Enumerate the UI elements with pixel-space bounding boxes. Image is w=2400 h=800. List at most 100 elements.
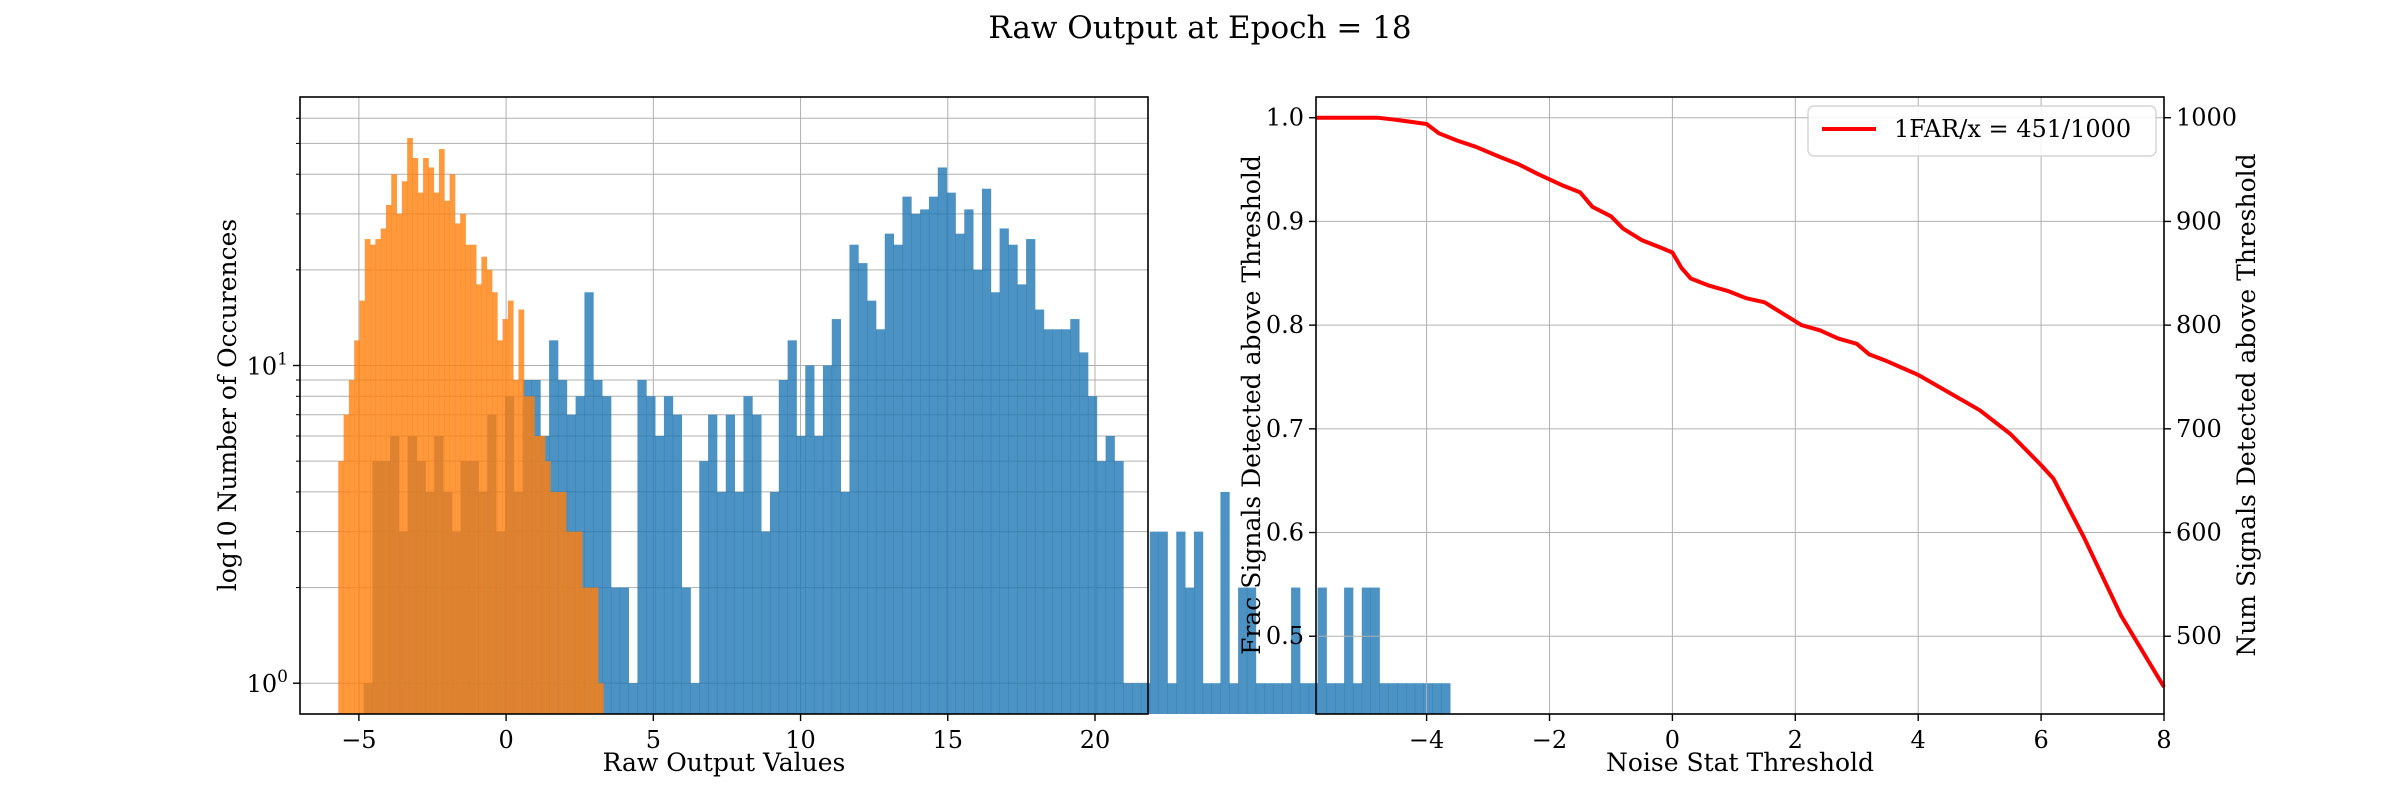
histogram-bar-orange (544, 461, 551, 714)
histogram-bar-blue (822, 365, 833, 714)
histogram-ytick-label: 101 (247, 349, 288, 380)
histogram-bar-blue (1291, 587, 1301, 714)
histogram-bar-orange (385, 205, 392, 714)
histogram-bar-blue (1202, 683, 1212, 714)
detection-xtick-label: 4 (1911, 726, 1926, 754)
histogram-bar-blue (1299, 683, 1310, 714)
histogram-bar-orange (359, 300, 366, 714)
histogram-bar-blue (1017, 284, 1027, 714)
histogram-bar-blue (867, 300, 877, 714)
detection-y-axis-label-left: Frac Signals Detected above Threshold (1237, 155, 1266, 655)
histogram-bar-blue (1370, 587, 1380, 714)
histogram-bar-blue (593, 380, 603, 714)
histogram-bar-orange (481, 256, 488, 714)
histogram-xtick-label: 15 (933, 726, 964, 754)
histogram-bar-blue (1061, 329, 1071, 714)
detection-ytick-label: 0.6 (1266, 519, 1304, 547)
detection-ytick-right-label: 700 (2176, 415, 2222, 443)
histogram-bar-orange (423, 157, 429, 714)
histogram-bar-blue (1167, 683, 1177, 714)
histogram-bar-blue (637, 380, 647, 714)
histogram-bar-orange (438, 149, 445, 715)
histogram-bar-orange (507, 300, 514, 714)
detection-curve-panel: −4 −2 0 2 4 6 8 0.5 0.6 0.7 0.8 0.9 1.0 500 600 700 800 9… (1237, 96, 2261, 777)
histogram-bar-blue (849, 244, 859, 714)
histogram-bar-orange (380, 228, 387, 715)
histogram-bar-orange (338, 461, 344, 714)
histogram-xtick-label: 5 (646, 726, 661, 754)
histogram-bar-blue (699, 461, 709, 714)
histogram-bar-blue (1211, 683, 1221, 714)
histogram-bar-blue (619, 587, 629, 714)
legend-box (1807, 105, 2157, 157)
histogram-bar-orange (597, 683, 604, 714)
histogram-bar-blue (646, 396, 656, 714)
histogram-bar-orange (582, 587, 588, 714)
histogram-bar-blue (814, 435, 824, 714)
detection-ytick-label: 1.0 (1266, 104, 1304, 132)
histogram-bar-blue (1070, 319, 1080, 714)
histogram-bar-blue (1105, 435, 1115, 714)
detection-ytick-label: 0.8 (1266, 311, 1304, 339)
histogram-bar-orange (502, 319, 509, 714)
histogram-bar-blue (1087, 396, 1098, 714)
histogram-bar-orange (550, 491, 556, 714)
histogram-bar-blue (602, 396, 612, 714)
detection-gridlines (1316, 97, 2165, 714)
histogram-bar-orange (401, 181, 408, 714)
histogram-bar-blue (1255, 683, 1265, 714)
histogram-bar-orange (470, 244, 477, 714)
histogram-bar-blue (911, 213, 921, 715)
histogram-bar-blue (1317, 587, 1327, 714)
histogram-bar-orange (491, 292, 498, 714)
detection-curve-line (1316, 115, 2166, 689)
histogram-bar-blue (946, 192, 956, 714)
detection-ytick-right-label: 1000 (2176, 104, 2237, 132)
histogram-bar-orange (529, 396, 535, 714)
histogram-bar-blue (1352, 683, 1363, 714)
histogram-bar-blue (875, 329, 886, 714)
histogram-bar-blue (1043, 329, 1053, 714)
histogram-bar-blue (672, 414, 682, 714)
histogram-bar-orange (486, 269, 493, 714)
histogram-bar-blue (681, 587, 691, 714)
histogram-bar-blue (1140, 683, 1151, 714)
histogram-bar-orange (454, 223, 461, 714)
histogram-bar-orange (460, 213, 466, 715)
histogram-bar-blue (1229, 683, 1239, 714)
histogram-bar-blue (1008, 244, 1018, 714)
histogram-bar-blue (805, 365, 815, 714)
detection-ytick-label: 0.9 (1266, 207, 1304, 235)
histogram-bar-blue (1397, 683, 1407, 714)
histogram-bar-blue (690, 683, 700, 714)
histogram-bar-blue (769, 491, 780, 714)
histogram-bar-blue (937, 167, 947, 714)
histogram-bar-orange (396, 213, 403, 715)
histogram-bar-blue (1238, 587, 1248, 714)
histogram-bar-blue (1308, 683, 1318, 714)
histogram-bar-blue (1185, 587, 1195, 714)
histogram-bar-blue (1282, 683, 1292, 714)
histogram-bar-orange (523, 396, 530, 714)
histogram-bar-orange (375, 239, 382, 715)
histogram-bar-blue (964, 209, 974, 714)
histogram-bar-blue (858, 263, 868, 714)
detection-xtick-label: 6 (2033, 726, 2048, 754)
histogram-bar-blue (831, 319, 841, 714)
histogram-bar-blue (752, 414, 762, 714)
histogram-ytick-label: 100 (247, 667, 288, 698)
histogram-bar-blue (663, 396, 674, 714)
histogram-bar-blue (1132, 683, 1142, 714)
detection-ytick-right-label: 800 (2176, 311, 2222, 339)
histogram-frame (299, 96, 1149, 715)
histogram-bar-blue (1034, 309, 1045, 714)
detection-xtick-label: 2 (1788, 726, 1803, 754)
histogram-bar-orange (566, 531, 572, 714)
histogram-xtick-label: 20 (1080, 726, 1111, 754)
histogram-bar-orange (592, 587, 599, 714)
histogram-bar-blue (1388, 683, 1398, 714)
histogram-bar-blue (990, 292, 1000, 714)
histogram-bar-blue (725, 414, 735, 714)
